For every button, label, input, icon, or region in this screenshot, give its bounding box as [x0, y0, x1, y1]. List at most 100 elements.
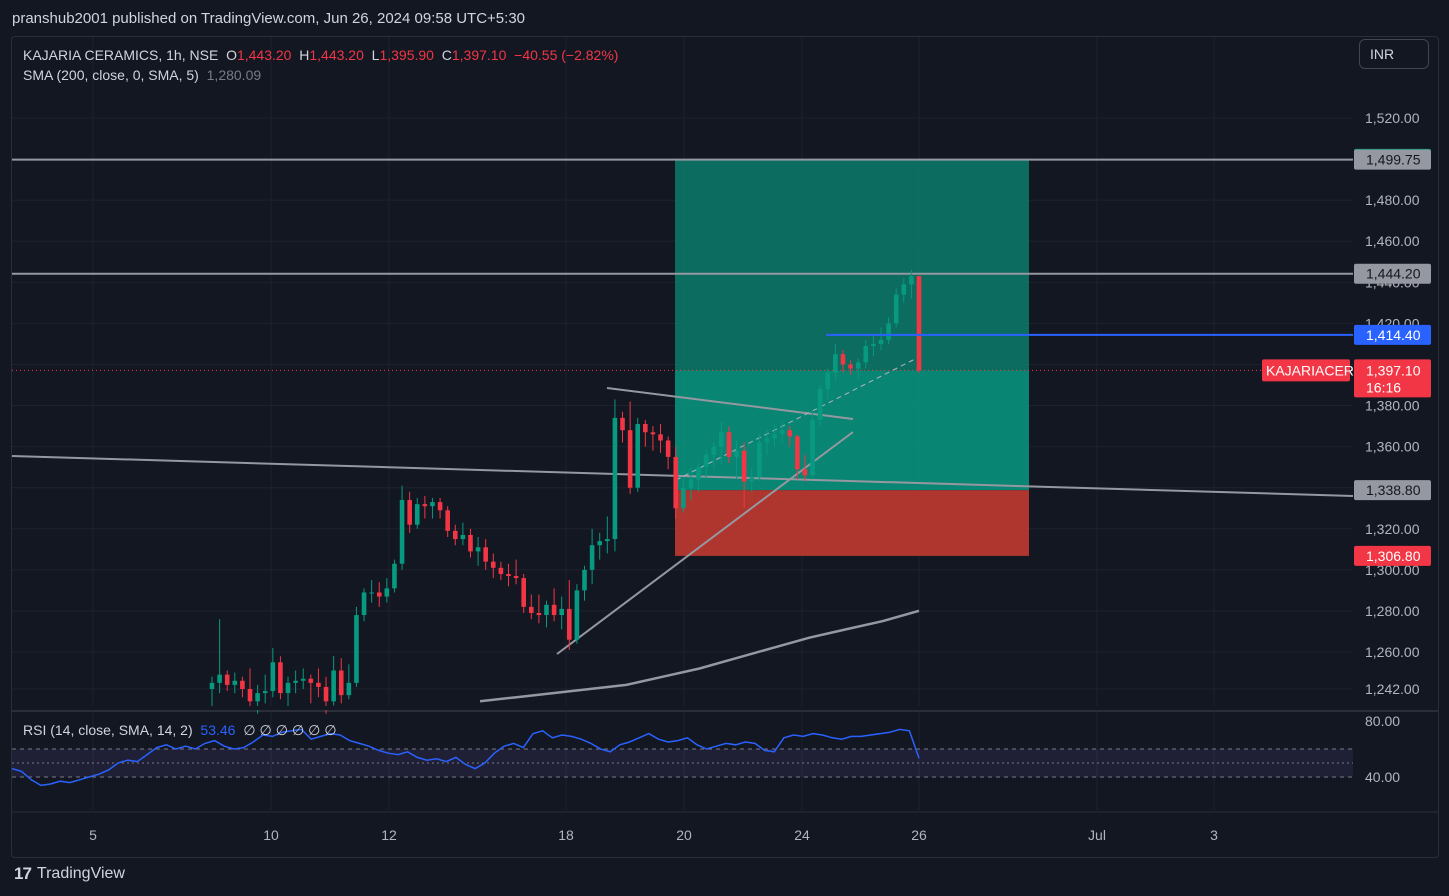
candle-body	[825, 372, 831, 390]
symbol-tag-box	[1262, 359, 1350, 382]
price-label-box	[1354, 545, 1431, 566]
countdown-text: 16:16	[1366, 379, 1401, 395]
candle-body	[726, 432, 732, 457]
candle-body	[338, 670, 344, 696]
candle-body	[665, 440, 671, 457]
close-value: 1,397.10	[451, 47, 507, 63]
candle-body	[240, 680, 245, 689]
candle-body	[658, 434, 663, 441]
symbol-title: KAJARIA CERAMICS, 1h, NSE	[23, 47, 219, 63]
time-tick-label: 26	[911, 827, 927, 843]
sma200-line	[479, 609, 920, 703]
price-tick-label: 1,520.00	[1365, 110, 1420, 126]
candle-body	[247, 689, 253, 702]
candle-body	[270, 662, 276, 692]
candle-body	[848, 364, 853, 369]
candle-body	[293, 680, 298, 683]
candle-body	[361, 592, 367, 616]
candle-body	[475, 547, 481, 552]
candle-body	[627, 430, 633, 488]
candle-body	[749, 477, 755, 482]
low-label: L	[371, 47, 380, 63]
candle-body	[551, 604, 557, 616]
candle-body	[513, 576, 519, 579]
candle-body	[696, 467, 701, 480]
candle-body	[521, 578, 526, 607]
price-label-box	[1354, 480, 1431, 501]
candle-body	[300, 678, 306, 681]
candle-body	[772, 434, 777, 439]
candle-body	[620, 417, 625, 431]
candle-body	[278, 662, 283, 694]
footer-brand: 17 TradingView	[14, 864, 125, 884]
candle-body	[757, 442, 762, 478]
candle-body	[909, 276, 914, 285]
candle-body	[559, 608, 564, 616]
current-price-box	[1354, 359, 1431, 398]
candle-body	[795, 436, 800, 470]
profit-zone-lower	[675, 370, 1029, 491]
candle-body	[422, 504, 428, 507]
candle-body	[445, 510, 450, 531]
candle-body	[871, 343, 876, 346]
candle-body	[407, 500, 412, 525]
candle-body	[346, 682, 352, 696]
price-label-box	[1354, 263, 1431, 284]
price-tick-label: 1,480.00	[1365, 192, 1420, 208]
current-price-text: 1,397.10	[1366, 362, 1421, 378]
candle-body	[536, 613, 542, 616]
time-tick-label: 5	[89, 827, 97, 843]
candle-body	[886, 323, 891, 340]
candle-body	[635, 424, 641, 488]
rsi-placeholder: ∅	[259, 722, 272, 738]
chart-frame	[11, 36, 1439, 858]
candle-body	[255, 693, 260, 702]
price-tick-label: 1,280.00	[1365, 603, 1420, 619]
candle-body	[285, 682, 291, 694]
published-caption: pranshub2001 published on TradingView.co…	[12, 10, 526, 27]
candle-body	[217, 674, 222, 683]
rsi-legend: RSI (14, close, SMA, 14, 2) 53.46 ∅ ∅ ∅ ∅ ∅ ∅	[23, 722, 337, 739]
price-tick-label: 1,260.00	[1365, 644, 1420, 660]
candle-body	[855, 362, 861, 369]
candle-body	[308, 678, 314, 683]
symbol-tag-text: KAJARIACER	[1266, 362, 1354, 378]
candle-body	[452, 530, 458, 540]
low-value: 1,395.90	[379, 47, 434, 63]
candle-body	[681, 487, 686, 509]
candle-body	[483, 547, 488, 562]
candle-body	[741, 450, 747, 482]
candle-body	[414, 504, 420, 525]
time-tick-label: 12	[381, 827, 397, 843]
candle-body	[392, 563, 397, 589]
rsi-line	[11, 728, 920, 787]
price-tick-label: 1,460.00	[1365, 233, 1420, 249]
candle-body	[817, 389, 823, 420]
high-label: H	[299, 47, 310, 63]
candle-body	[567, 608, 572, 640]
candle-body	[460, 534, 466, 540]
candle-body	[490, 561, 496, 568]
candle-body	[369, 592, 374, 594]
candle-body	[209, 682, 215, 689]
currency-button[interactable]: INR	[1359, 39, 1429, 69]
candle-body	[437, 502, 443, 511]
candle-body	[384, 588, 390, 597]
price-tick-label: 1,380.00	[1365, 398, 1420, 414]
pane-mask	[12, 706, 1352, 710]
candles-group	[209, 269, 922, 714]
price-label-box	[1354, 149, 1431, 170]
rsi-placeholder: ∅	[308, 722, 321, 738]
brand-name: TradingView	[36, 865, 125, 882]
candle-body	[711, 446, 717, 455]
candle-body	[650, 432, 656, 435]
time-tick-label: 20	[676, 827, 692, 843]
rsi-placeholders: ∅ ∅ ∅ ∅ ∅ ∅	[239, 722, 336, 738]
candle-body	[810, 419, 815, 476]
long-trendline	[11, 455, 1354, 497]
time-tick-label: 18	[558, 827, 574, 843]
rsi-tick-label: 80.00	[1365, 713, 1400, 729]
upper-trendline	[606, 387, 854, 420]
candle-body	[673, 456, 679, 509]
